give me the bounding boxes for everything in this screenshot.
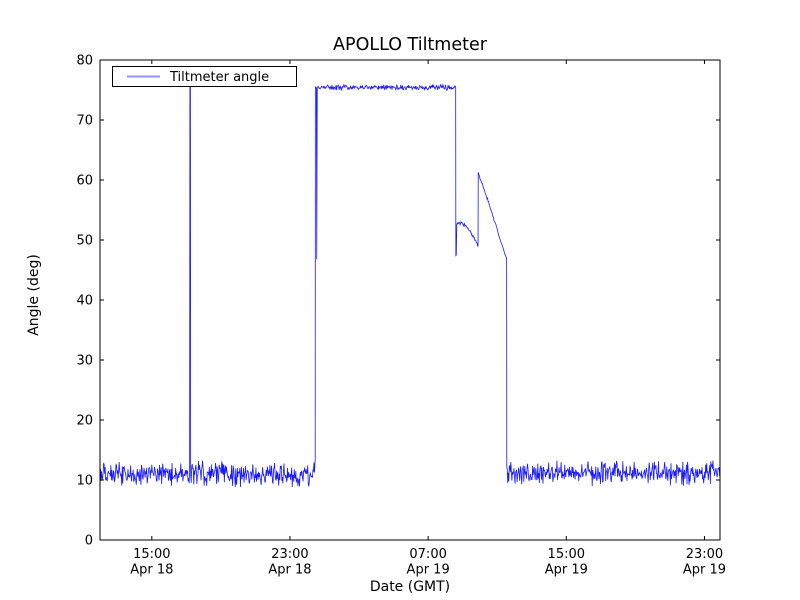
chart-title: APOLLO Tiltmeter (333, 35, 488, 55)
legend-label: Tiltmeter angle (169, 70, 269, 85)
x-tick-label-time: 23:00 (271, 547, 308, 562)
y-tick-label: 70 (76, 114, 93, 129)
x-tick-label-time: 15:00 (133, 547, 170, 562)
y-tick-label: 30 (76, 354, 93, 369)
x-tick-label-time: 15:00 (548, 547, 585, 562)
tiltmeter-angle-line (100, 83, 720, 488)
x-tick-label-time: 23:00 (686, 547, 723, 562)
x-tick-label-date: Apr 19 (545, 563, 588, 578)
x-tick-label-date: Apr 19 (683, 563, 726, 578)
y-tick-label: 60 (76, 174, 93, 189)
x-tick-label-date: Apr 18 (268, 563, 311, 578)
y-tick-label: 20 (76, 414, 93, 429)
y-tick-label: 40 (76, 294, 93, 309)
y-tick-label: 0 (85, 534, 93, 549)
x-tick-label-time: 07:00 (409, 547, 446, 562)
x-axis-label: Date (GMT) (370, 579, 450, 595)
y-tick-label: 10 (76, 474, 93, 489)
legend-box (112, 66, 297, 87)
y-tick-label: 80 (76, 54, 93, 69)
y-axis-label: Angle (deg) (26, 254, 42, 336)
y-tick-label: 50 (76, 234, 93, 249)
x-tick-label-date: Apr 19 (407, 563, 450, 578)
x-tick-label-date: Apr 18 (130, 563, 173, 578)
